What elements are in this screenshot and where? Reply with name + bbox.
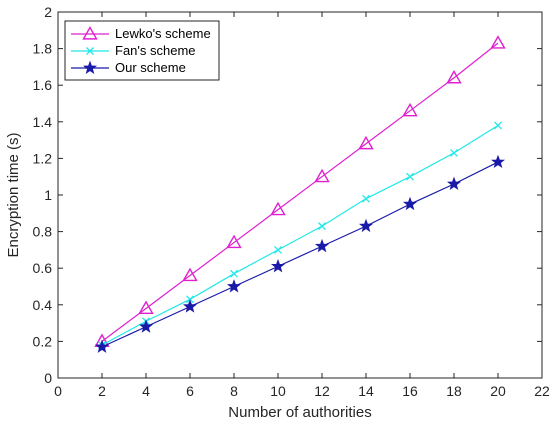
series-fan: [98, 121, 502, 350]
data-point-fan: [230, 269, 238, 278]
data-point-lewko: [490, 35, 506, 49]
data-point-lewko: [182, 267, 198, 282]
ticks-layer: 0 2 4 6 8 10 12 14 16 18 20 22 0 0.2 0.4 0.6 0.8 1 1.2 1.4 1…: [33, 4, 550, 399]
series-layer: [94, 35, 506, 353]
data-point-lewko: [358, 135, 374, 150]
x-tick-label: 8: [230, 383, 238, 399]
x-tick-label: 20: [490, 383, 506, 399]
legend-label-fan: Fan's scheme: [115, 43, 196, 58]
data-point-lewko: [314, 168, 330, 183]
series-lewko: [94, 35, 506, 347]
y-tick-label: 1.6: [33, 77, 53, 93]
x-tick-label: 14: [358, 383, 374, 399]
x-axis-label: Number of authorities: [228, 404, 371, 421]
data-point-fan: [274, 245, 282, 254]
data-point-our: [182, 299, 198, 313]
x-tick-label: 22: [534, 383, 550, 399]
data-point-our: [138, 319, 154, 333]
plot-frame: [57, 11, 543, 379]
data-point-fan: [494, 121, 502, 130]
legend-marker-fan: [86, 47, 94, 55]
data-point-our: [226, 279, 242, 293]
data-point-our: [446, 176, 462, 190]
y-tick-label: 0.6: [33, 260, 53, 276]
data-point-our: [94, 339, 110, 353]
data-point-fan: [318, 222, 326, 231]
series-line-fan: [101, 124, 499, 346]
data-point-lewko: [226, 234, 242, 249]
data-point-lewko: [446, 69, 462, 84]
y-tick-label: 2: [44, 4, 52, 20]
legend-marker-lewko: [82, 26, 98, 40]
data-point-our: [314, 238, 330, 253]
x-tick-label: 4: [142, 383, 150, 399]
y-tick-label: 0: [44, 370, 52, 386]
data-point-fan: [362, 194, 370, 203]
data-point-fan: [406, 172, 414, 181]
y-tick-label: 0.8: [33, 224, 53, 240]
x-tick-label: 16: [402, 383, 418, 399]
legend-label-lewko: Lewko's scheme: [115, 26, 211, 41]
series-line-our: [101, 161, 499, 348]
data-point-lewko: [138, 300, 154, 315]
y-tick-label: 0.2: [33, 333, 53, 349]
y-tick-label: 1: [44, 187, 52, 203]
x-tick-label: 12: [314, 383, 330, 399]
x-tick-label: 18: [446, 383, 462, 399]
series-our: [94, 154, 506, 353]
x-tick-label: 6: [186, 383, 194, 399]
y-tick-label: 1.2: [33, 150, 53, 166]
y-axis-label: Encryption time (s): [5, 132, 22, 257]
y-tick-label: 1.4: [33, 114, 53, 130]
data-point-lewko: [270, 201, 286, 216]
y-tick-label: 0.4: [33, 297, 53, 313]
data-point-our: [490, 154, 506, 169]
legend-entries: [71, 26, 109, 74]
data-point-our: [270, 259, 286, 273]
data-point-fan: [450, 148, 458, 157]
x-tick-label: 2: [98, 383, 106, 399]
legend-marker-our: [82, 60, 98, 74]
data-point-our: [402, 196, 418, 211]
legend: Lewko's scheme Fan's scheme Our scheme: [64, 20, 220, 81]
data-point-lewko: [402, 102, 418, 117]
y-tick-label: 1.8: [33, 41, 53, 57]
series-line-lewko: [101, 42, 499, 342]
x-tick-label: 10: [270, 383, 286, 399]
data-point-our: [358, 218, 374, 233]
x-tick-label: 0: [54, 383, 62, 399]
legend-label-our: Our scheme: [115, 60, 186, 75]
